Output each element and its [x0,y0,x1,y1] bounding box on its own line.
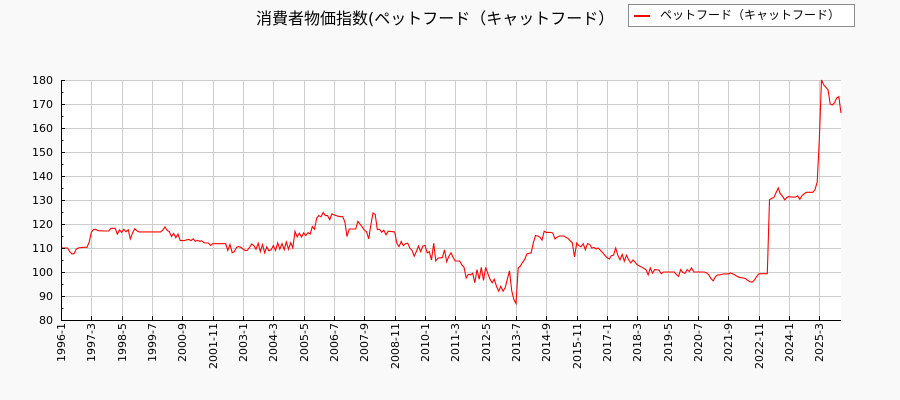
x-tick-label: 2015-11 [571,323,584,369]
y-tick-label: 110 [32,242,53,255]
x-tick-label: 2018-3 [631,323,644,362]
x-tick-label: 1999-7 [146,323,159,362]
x-tick-label: 2000-9 [176,323,189,362]
y-tick-label: 170 [32,98,53,111]
y-tick-label: 140 [32,170,53,183]
x-tick-label: 2012-5 [480,323,493,362]
x-tick-label: 2024-1 [783,323,796,362]
y-tick-label: 100 [32,266,53,279]
x-tick-label: 2007-9 [358,323,371,362]
x-tick-label: 2022-11 [753,323,766,369]
x-tick-label: 2011-3 [449,323,462,362]
x-tick-label: 2014-9 [540,323,553,362]
x-tick-label: 2025-3 [813,323,826,362]
y-tick-label: 120 [32,218,53,231]
x-tick-label: 2001-11 [207,323,220,369]
x-tick-label: 1996-1 [55,323,68,362]
x-tick-label: 2004-3 [267,323,280,362]
y-tick-label: 160 [32,122,53,135]
axes [61,80,841,321]
x-tick-label: 2017-1 [601,323,614,362]
x-tick-label: 2006-7 [328,323,341,362]
x-tick-label: 2021-9 [722,323,735,362]
x-tick-label: 2020-7 [692,323,705,362]
x-tick-label: 1998-5 [116,323,129,362]
x-tick-label: 2005-5 [298,323,311,362]
legend: ペットフード（キャットフード） [628,4,855,27]
y-tick-label: 180 [32,74,53,87]
y-tick-label: 130 [32,194,53,207]
y-tick-label: 80 [39,314,53,327]
x-tick-label: 2013-7 [510,323,523,362]
y-tick-label: 150 [32,146,53,159]
legend-line-swatch [634,15,650,17]
chart-title: 消費者物価指数(ペットフード（キャットフード） [256,9,615,28]
legend-label: ペットフード（キャットフード） [660,8,841,22]
series-layer [61,79,842,306]
y-tick-label: 90 [39,290,53,303]
gridlines [61,80,841,321]
x-tick-label: 2010-1 [419,323,432,362]
tick-labels: 80 90 100 110 120 130 140 150 160 170 180 1996-1 199… [32,74,826,369]
x-tick-label: 2003-1 [237,323,250,362]
x-tick-label: 2019-5 [662,323,675,362]
data-line [61,79,842,306]
x-tick-label: 2008-11 [389,323,402,369]
x-tick-label: 1997-3 [85,323,98,362]
